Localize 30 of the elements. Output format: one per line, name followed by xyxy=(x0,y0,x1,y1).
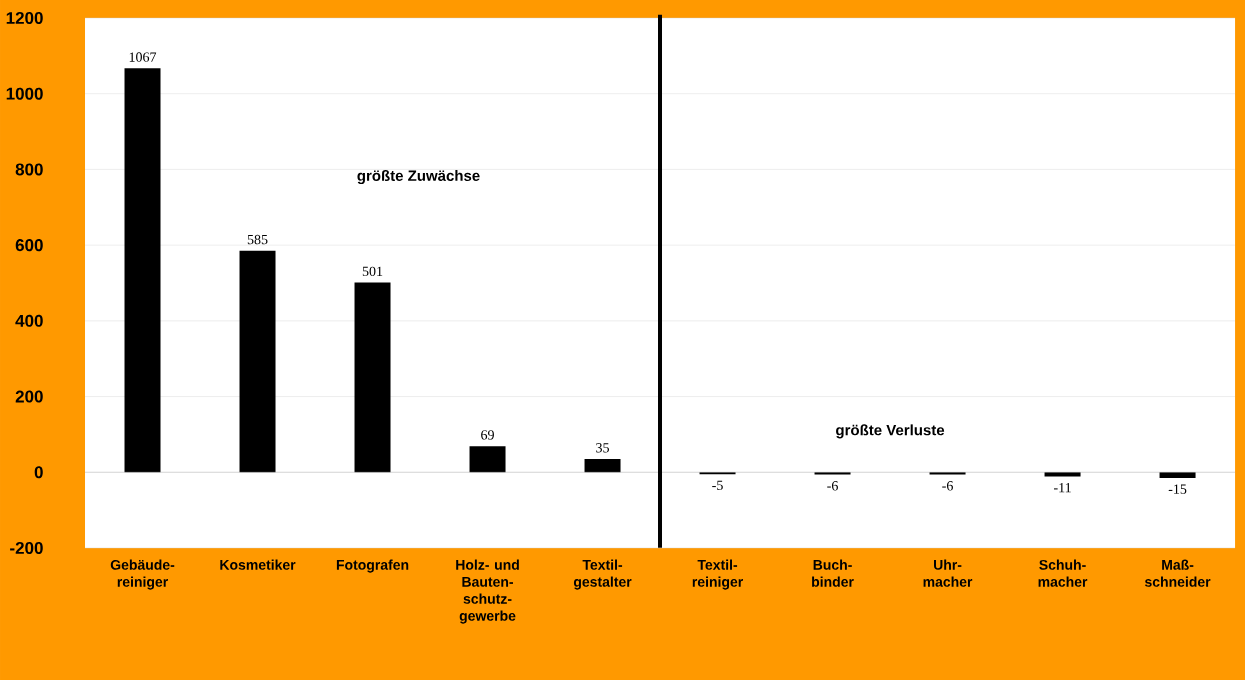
x-tick-label: Textil- reiniger xyxy=(692,559,743,590)
data-label: -6 xyxy=(942,481,953,491)
x-tick-label: Holz- und Bauten- schutz- gewerbe xyxy=(456,559,519,624)
data-label: 585 xyxy=(247,234,268,245)
x-tick-label: Gebäude- reiniger xyxy=(110,559,175,590)
y-tick-label: 400 xyxy=(15,314,43,327)
annotation: größte Zuwächse xyxy=(357,169,480,185)
y-tick-label: 600 xyxy=(15,239,43,252)
y-tick-label: 1000 xyxy=(6,87,43,100)
x-tick-label: Textil- gestalter xyxy=(573,559,632,590)
data-label: 1067 xyxy=(129,52,157,62)
y-tick-label: 200 xyxy=(15,390,43,403)
x-tick-label: Uhr- macher xyxy=(923,559,973,587)
annotation: größte Verluste xyxy=(836,424,945,439)
data-label: -6 xyxy=(827,481,838,491)
x-tick-label: Fotografen xyxy=(336,559,409,573)
data-label: 35 xyxy=(596,443,609,453)
data-label: 501 xyxy=(362,266,383,277)
y-tick-label: 800 xyxy=(15,163,43,176)
y-tick-label: -200 xyxy=(10,541,43,555)
x-tick-label: Maß- schneider xyxy=(1144,559,1211,587)
data-label: -15 xyxy=(1168,484,1187,494)
y-tick-label: 1200 xyxy=(6,11,43,25)
x-tick-label: Kosmetiker xyxy=(220,559,296,570)
data-label: -5 xyxy=(712,480,723,491)
data-label: -11 xyxy=(1053,482,1071,493)
data-label: 69 xyxy=(481,430,494,440)
x-tick-label: Schuh- macher xyxy=(1038,559,1088,587)
y-tick-label: 0 xyxy=(34,466,43,479)
x-tick-label: Buch- binder xyxy=(812,559,854,587)
